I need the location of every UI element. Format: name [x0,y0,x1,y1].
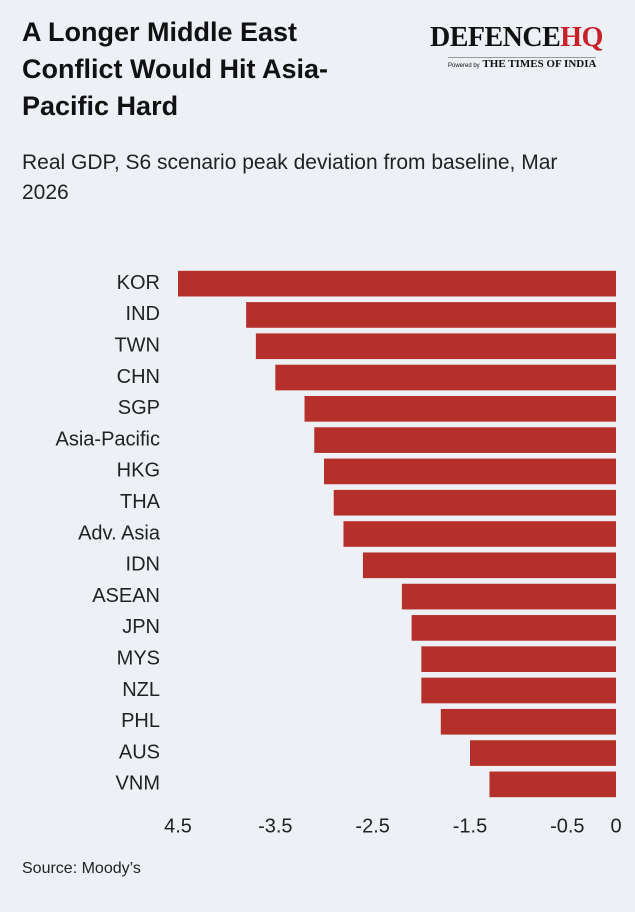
y-tick-label: IND [126,303,160,325]
bar [489,771,616,798]
logo-powered: Powered by [448,63,480,69]
x-tick-label: 4.5 [164,815,192,837]
y-tick-label: IDN [126,554,160,576]
y-tick-label: CHN [117,366,160,388]
chart-title: A Longer Middle East Conflict Would Hit … [22,17,328,121]
y-tick-label: SGP [118,397,160,419]
y-tick-label: KOR [117,272,160,294]
y-tick-label: Adv. Asia [78,522,161,544]
logo-text: DEFENCEHQ [430,22,630,54]
x-tick-label: -3.5 [258,815,292,837]
y-tick-label: JPN [122,616,160,638]
bar [314,427,616,453]
logo-brand: THE TIMES OF INDIA [482,58,597,70]
y-tick-label: HKG [117,460,160,482]
chart-subtitle: Real GDP, S6 scenario peak deviation fro… [22,151,558,204]
bar [178,270,616,297]
x-tick-label: -0.5 [550,815,584,837]
y-tick-label: PHL [121,710,160,732]
y-tick-label: THA [120,491,161,513]
x-tick-label: -1.5 [453,815,487,837]
logo-highlight: HQ [560,22,603,53]
bar [324,458,616,485]
bar [411,615,616,641]
bar [401,583,616,610]
x-tick-label: -2.5 [355,815,389,837]
y-tick-label: MYS [117,647,160,669]
bar [362,552,616,579]
bar [304,395,616,422]
bar [246,302,616,328]
logo-name: DEFENCE [430,22,561,53]
x-tick-label: 0 [610,815,621,837]
bar [333,489,616,516]
bar [440,708,616,735]
y-tick-label: TWN [114,335,160,357]
source: Source: Moody’s [22,860,141,877]
bar [421,677,616,704]
bar [421,646,616,673]
y-tick-label: Asia-Pacific [56,428,160,450]
bar [470,740,616,766]
y-tick-label: NZL [122,679,160,701]
bar [255,333,616,360]
y-tick-label: VNM [116,773,160,795]
logo: DEFENCEHQ Powered by THE TIMES OF INDIA [430,22,630,72]
y-tick-label: ASEAN [92,585,160,607]
y-tick-label: AUS [119,741,160,763]
bar [275,364,616,391]
logo-tagline: Powered by THE TIMES OF INDIA [448,57,597,70]
bar [343,521,616,547]
